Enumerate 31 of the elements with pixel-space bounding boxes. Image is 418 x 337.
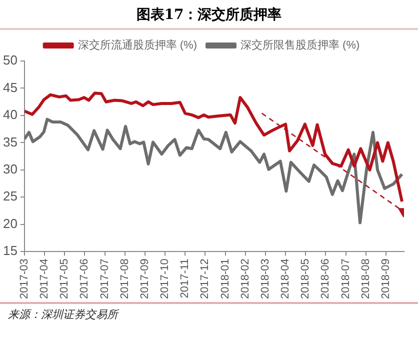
y-tick-label: 20	[2, 216, 18, 231]
x-tick-label: 2017-07	[98, 258, 111, 300]
x-tick-label: 2017-04	[38, 258, 51, 300]
x-tick-label: 2017-10	[159, 258, 172, 300]
y-tick-label: 25	[2, 188, 18, 204]
x-tick-label: 2017-11	[179, 258, 192, 298]
x-tick-label: 2018-03	[259, 258, 272, 300]
x-tick-label: 2018-04	[280, 258, 292, 300]
x-tick-label: 2018-09	[380, 258, 392, 300]
y-tick-label: 50	[2, 52, 18, 68]
legend-label: 深交所流通股质押率 (%)	[78, 38, 198, 52]
y-tick-label: 15	[2, 243, 18, 258]
chart-title: 图表17：深交所质押率	[0, 0, 418, 30]
source-note: 来源：深圳证券交易所	[0, 302, 418, 322]
x-tick-label: 2018-07	[340, 258, 352, 300]
x-tick-label: 2018-02	[239, 258, 252, 300]
x-tick-label: 2017-08	[118, 258, 131, 300]
x-tick-label: 2018-01	[219, 258, 232, 300]
y-tick-label: 45	[2, 80, 18, 95]
y-tick-label: 40	[2, 107, 18, 122]
x-tick-label: 2017-03	[18, 258, 30, 300]
y-tick-label: 30	[2, 162, 18, 177]
x-tick-label: 2018-05	[300, 258, 312, 300]
legend-label: 深交所限售股质押率 (%)	[240, 38, 360, 52]
x-tick-label: 2017-09	[138, 258, 151, 300]
x-tick-label: 2018-08	[360, 258, 372, 300]
y-tick-label: 35	[2, 134, 18, 150]
x-tick-label: 2017-05	[58, 258, 71, 300]
x-tick-label: 2017-12	[199, 258, 212, 300]
x-tick-label: 2018-06	[320, 258, 332, 300]
x-tick-label: 2017-06	[78, 258, 91, 300]
